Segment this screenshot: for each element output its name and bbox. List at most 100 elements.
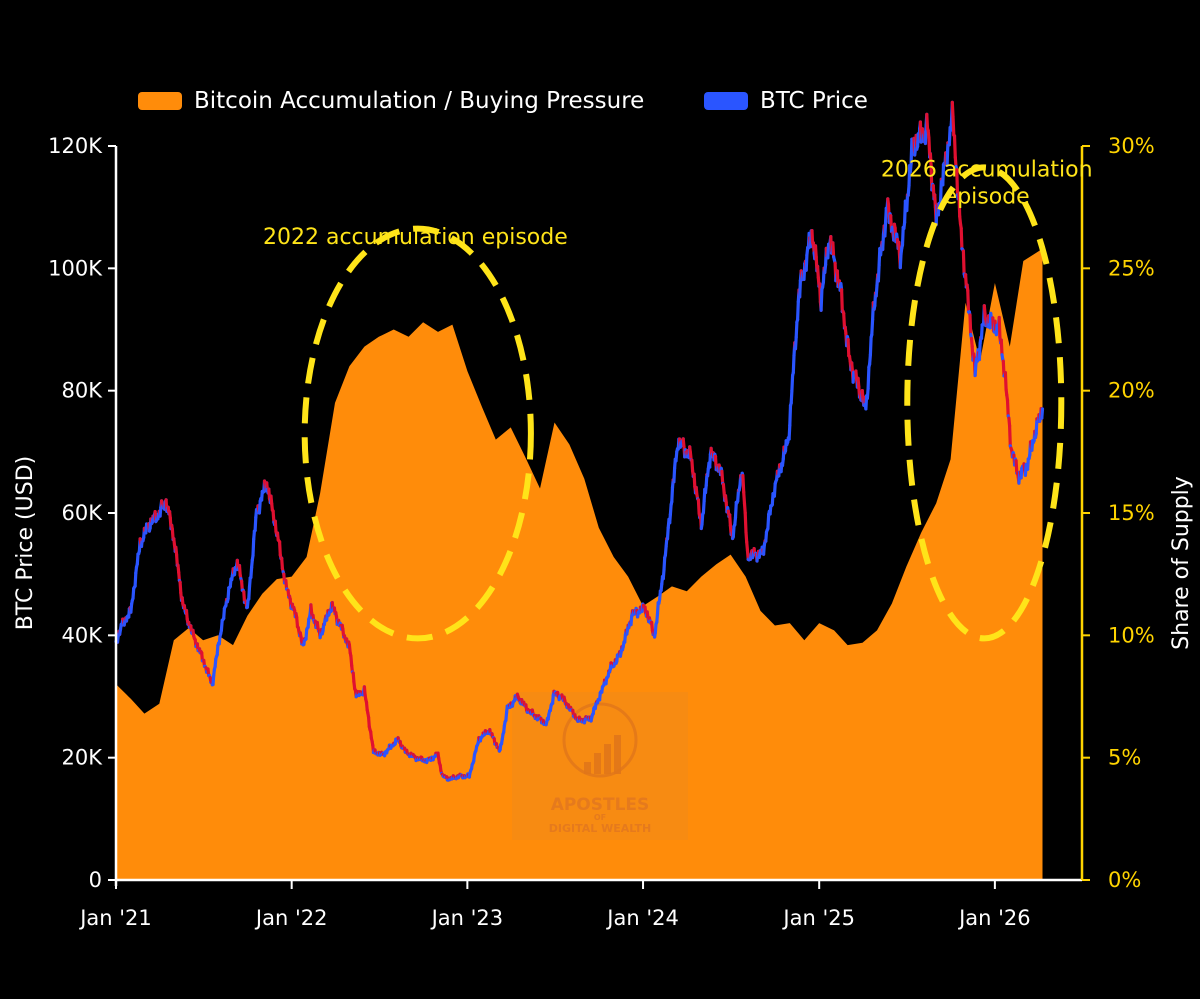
- btc-price-segment: [906, 184, 911, 197]
- btc-price-segment: [999, 338, 1004, 357]
- btc-price-segment: [842, 311, 847, 330]
- btc-price-segment: [865, 387, 870, 400]
- btc-price-line-layer: [114, 100, 1045, 782]
- btc-price-segment: [868, 335, 873, 357]
- btc-price-segment: [881, 232, 886, 252]
- btc-price-segment: [977, 341, 982, 362]
- btc-price-segment: [251, 537, 256, 558]
- right-tick-label: 5%: [1108, 746, 1141, 770]
- btc-price-segment: [744, 530, 749, 544]
- x-tick-label: Jan '23: [430, 906, 504, 930]
- btc-price-segment: [133, 571, 138, 588]
- btc-price-segment: [898, 252, 903, 270]
- btc-price-segment: [708, 452, 713, 469]
- highlight-ellipse-1: [301, 225, 534, 642]
- btc-price-segment: [883, 220, 888, 238]
- left-tick-label: 60K: [62, 501, 104, 525]
- btc-price-segment: [846, 337, 851, 358]
- left-tick-label: 80K: [62, 379, 104, 403]
- btc-price-segment: [741, 474, 746, 494]
- accumulation-area-layer: [116, 248, 1043, 881]
- btc-price-segment: [933, 193, 938, 209]
- legend-swatch-btc-price: [704, 92, 748, 110]
- left-axis-title: BTC Price (USD): [13, 456, 38, 630]
- x-tick-label: Jan '22: [254, 906, 328, 930]
- annotation-layer: 2022 accumulation episode 2026 accumulati…: [263, 158, 1093, 250]
- btc-price-segment: [249, 565, 254, 580]
- btc-price-segment: [870, 317, 875, 337]
- accumulation-area: [116, 248, 1043, 881]
- btc-price-segment: [961, 249, 966, 276]
- btc-price-segment: [973, 362, 978, 378]
- btc-price-segment: [905, 193, 910, 213]
- btc-price-segment: [900, 225, 905, 247]
- legend-label-accumulation: Bitcoin Accumulation / Buying Pressure: [194, 88, 645, 114]
- btc-price-segment: [795, 300, 800, 322]
- btc-price-segment: [945, 141, 950, 167]
- btc-price-segment: [1003, 371, 1008, 392]
- btc-price-segment: [794, 320, 799, 339]
- btc-price-segment: [968, 313, 973, 337]
- right-axis-title: Share of Supply: [1169, 476, 1194, 650]
- legend-label-btc-price: BTC Price: [760, 88, 868, 114]
- btc-price-segment: [1014, 459, 1019, 475]
- btc-price-segment: [966, 289, 971, 314]
- left-tick-label: 120K: [48, 134, 103, 158]
- btc-price-segment: [720, 469, 725, 485]
- btc-price-segment: [743, 511, 748, 534]
- btc-price-segment: [273, 519, 278, 534]
- btc-price-segment: [178, 580, 183, 595]
- x-tick-label: Jan '25: [781, 906, 855, 930]
- btc-price-segment: [804, 253, 809, 272]
- btc-price-segment: [787, 423, 792, 441]
- btc-price-segment: [731, 524, 736, 539]
- btc-price-segment: [733, 500, 738, 520]
- btc-price-segment: [789, 389, 794, 405]
- btc-price-segment: [692, 472, 697, 489]
- btc-price-segment: [950, 100, 955, 118]
- btc-price-segment: [819, 287, 824, 312]
- watermark-bar-icon: [614, 735, 621, 774]
- btc-price-segment: [280, 556, 284, 571]
- btc-price-segment: [928, 152, 933, 167]
- btc-price-segment: [813, 244, 818, 259]
- btc-price-segment: [951, 114, 956, 137]
- btc-price-segment: [979, 323, 984, 340]
- btc-price-segment: [131, 586, 136, 601]
- btc-price-segment: [866, 365, 871, 391]
- watermark-line3: DIGITAL WEALTH: [549, 822, 651, 835]
- watermark-bar-icon: [604, 744, 611, 774]
- btc-price-segment: [271, 509, 276, 524]
- legend-item-btc-price: BTC Price: [704, 86, 868, 116]
- left-tick-label: 0: [89, 868, 102, 892]
- btc-price-segment: [222, 606, 226, 621]
- btc-price-segment: [936, 202, 941, 217]
- watermark-line2: OF: [594, 813, 606, 822]
- btc-price-segment: [925, 112, 930, 131]
- right-tick-label: 30%: [1108, 134, 1155, 158]
- x-tick-label: Jan '21: [78, 906, 152, 930]
- btc-price-segment: [742, 490, 747, 506]
- btc-price-segment: [662, 556, 667, 572]
- btc-price-segment: [997, 315, 1002, 339]
- btc-price-segment: [1007, 424, 1012, 448]
- annotation-2-line-2: episode: [944, 185, 1030, 210]
- btc-price-segment: [253, 515, 258, 533]
- annotation-2-line-1: 2026 accumulation: [881, 158, 1093, 183]
- btc-price-segment: [883, 206, 888, 224]
- btc-price-segment: [772, 482, 777, 498]
- watermark-line1: APOSTLES: [551, 795, 650, 815]
- btc-price-segment: [791, 354, 796, 375]
- btc-price-segment: [952, 134, 957, 159]
- btc-price-segment: [672, 466, 677, 484]
- btc-price-segment: [793, 335, 798, 351]
- btc-price-segment: [955, 168, 960, 197]
- btc-price-segment: [728, 513, 733, 528]
- right-tick-label: 15%: [1108, 501, 1155, 525]
- right-tick-label: 25%: [1108, 256, 1155, 280]
- btc-price-segment: [839, 288, 844, 314]
- watermark-globe-icon: [562, 702, 638, 778]
- x-tick-label: Jan '24: [605, 906, 679, 930]
- btc-price-segment: [941, 163, 946, 187]
- btc-price-segment: [242, 590, 247, 605]
